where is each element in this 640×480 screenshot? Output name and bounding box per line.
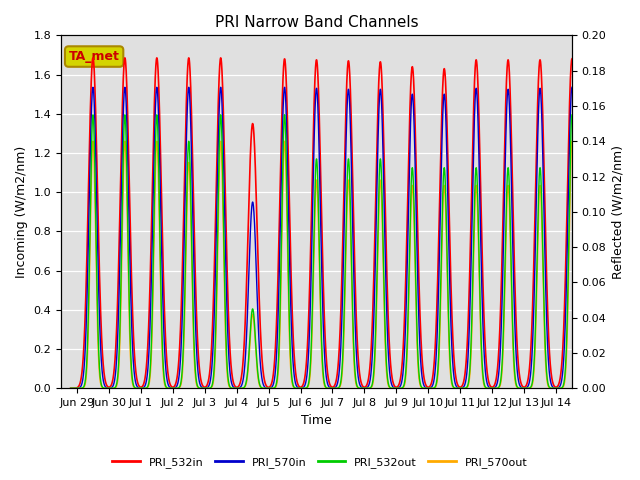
PRI_532out	[473, 170, 481, 176]
PRI_532out	[590, 385, 598, 391]
PRI_570out	[422, 385, 429, 391]
Y-axis label: Reflected (W/m2/nm): Reflected (W/m2/nm)	[612, 145, 625, 279]
PRI_532in	[121, 55, 129, 61]
PRI_532out	[340, 298, 348, 304]
PRI_570in	[121, 84, 129, 90]
PRI_532out	[422, 385, 429, 391]
Line: PRI_570in: PRI_570in	[70, 87, 594, 388]
PRI_532in	[488, 384, 496, 390]
Legend: PRI_532in, PRI_570in, PRI_532out, PRI_570out: PRI_532in, PRI_570in, PRI_532out, PRI_57…	[108, 452, 532, 472]
PRI_532out	[89, 112, 97, 118]
PRI_532in	[422, 382, 429, 388]
PRI_570out	[77, 385, 84, 391]
PRI_532in	[77, 378, 84, 384]
X-axis label: Time: Time	[301, 414, 332, 427]
PRI_570out	[590, 385, 598, 391]
PRI_570in	[590, 385, 598, 391]
Y-axis label: Incoming (W/m2/nm): Incoming (W/m2/nm)	[15, 146, 28, 278]
PRI_532in	[473, 60, 481, 66]
PRI_570in	[77, 384, 84, 389]
PRI_532out	[488, 385, 496, 391]
PRI_532out	[92, 192, 99, 198]
PRI_570out	[67, 385, 74, 391]
PRI_532out	[67, 385, 74, 391]
Line: PRI_532out: PRI_532out	[70, 115, 594, 388]
PRI_532in	[92, 94, 99, 99]
PRI_570in	[340, 212, 348, 217]
PRI_532in	[590, 385, 598, 391]
Text: TA_met: TA_met	[68, 50, 120, 63]
PRI_570out	[92, 218, 99, 224]
PRI_570out	[488, 385, 496, 391]
PRI_532out	[77, 385, 84, 391]
Title: PRI Narrow Band Channels: PRI Narrow Band Channels	[214, 15, 419, 30]
Line: PRI_570out: PRI_570out	[70, 141, 594, 388]
PRI_570in	[92, 132, 99, 137]
PRI_570in	[67, 385, 74, 391]
PRI_570in	[488, 385, 496, 391]
PRI_570out	[89, 138, 97, 144]
PRI_570out	[340, 315, 348, 321]
PRI_570in	[422, 385, 429, 391]
PRI_532in	[67, 385, 74, 391]
PRI_532in	[340, 166, 348, 171]
Line: PRI_532in: PRI_532in	[70, 58, 594, 388]
PRI_570out	[473, 188, 481, 194]
PRI_570in	[473, 90, 481, 96]
